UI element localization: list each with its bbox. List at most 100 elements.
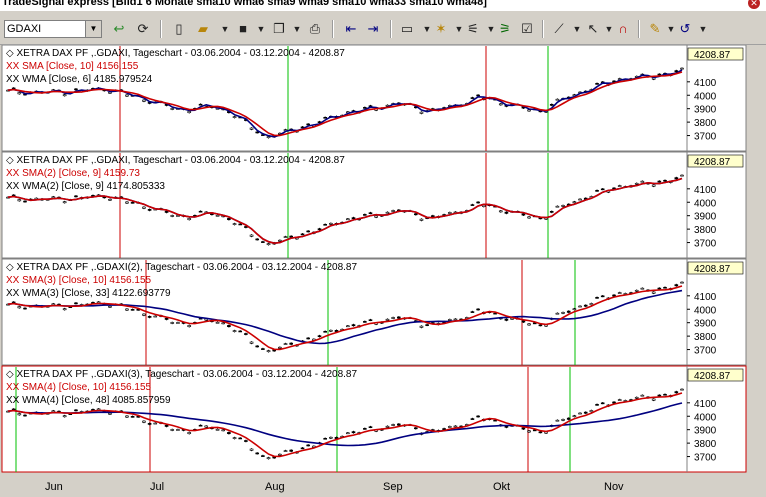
new-document-icon[interactable]: ▯	[175, 21, 183, 36]
candle-body	[164, 424, 169, 427]
symbol-combobox[interactable]: ▼	[4, 20, 102, 38]
indicator-icon[interactable]: ✶	[435, 21, 447, 36]
panel-header: ◇ XETRA DAX PF ,.GDAXI(3), Tageschart - …	[6, 369, 357, 380]
candle-body	[538, 324, 543, 327]
candle-body	[527, 216, 531, 219]
properties-icon[interactable]: ☑	[521, 21, 533, 36]
save-icon[interactable]: ■	[239, 21, 247, 36]
draw-line-icon[interactable]: ⟋	[554, 21, 564, 36]
chevron-down-icon[interactable]: ▼	[572, 24, 582, 34]
copy-icon[interactable]: ❐	[273, 21, 285, 36]
candle-body	[108, 412, 112, 415]
candle-body	[329, 222, 333, 225]
candle-body	[125, 415, 129, 418]
candle-body	[572, 308, 577, 311]
candle-body	[261, 348, 265, 350]
close-icon[interactable]: ✕	[748, 0, 760, 9]
candle-body	[147, 423, 152, 425]
chart-panel-1[interactable]: ◇ XETRA DAX PF ,.GDAXI, Tageschart - 03.…	[1, 45, 747, 152]
candle-body	[249, 341, 254, 344]
candle-body	[680, 281, 684, 284]
chevron-down-icon[interactable]: ▼	[256, 24, 266, 34]
print-icon[interactable]: ⎙	[309, 21, 321, 36]
strategy-icon[interactable]: ⚟	[467, 21, 479, 36]
candle-body	[170, 108, 175, 110]
candle-body	[142, 206, 146, 209]
refresh-icon[interactable]: ⟳	[137, 21, 149, 36]
candle-body	[578, 412, 582, 415]
candle-body	[453, 425, 458, 428]
candle-body	[306, 230, 310, 233]
candle-body	[142, 313, 146, 316]
chart-panel-2[interactable]: ◇ XETRA DAX PF ,.GDAXI, Tageschart - 03.…	[1, 151, 747, 259]
time-axis: Jun Jul Aug Sep Okt Nov	[0, 477, 766, 497]
open-folder-icon[interactable]: ▰	[198, 21, 208, 36]
candle-body	[504, 318, 509, 321]
candle-body	[266, 457, 271, 460]
candle-body	[62, 201, 67, 204]
candle-body	[657, 73, 662, 76]
chevron-down-icon[interactable]: ▼	[454, 24, 464, 34]
last-price-badge	[687, 47, 744, 61]
next-chart-icon[interactable]: ⇥	[367, 21, 379, 36]
candle-body	[74, 409, 78, 412]
candle-body	[147, 316, 152, 318]
symbol-input[interactable]	[7, 22, 85, 36]
back-arrow-icon[interactable]: ↩	[113, 21, 125, 36]
chevron-down-icon[interactable]: ▼	[698, 24, 708, 34]
candle-body	[329, 329, 333, 332]
previous-chart-icon[interactable]: ⇤	[345, 21, 357, 36]
candle-body	[125, 201, 129, 204]
price-tick-label: 3800	[694, 439, 717, 450]
candle-body	[555, 419, 560, 422]
candle-body	[447, 426, 452, 428]
candle-body	[447, 212, 452, 214]
panel-header: ◇ XETRA DAX PF ,.GDAXI(2), Tageschart - …	[6, 262, 357, 273]
notes-icon[interactable]: ✎	[649, 21, 661, 36]
candle-body	[62, 94, 67, 97]
candle-body	[238, 330, 243, 333]
candle-body	[374, 215, 378, 218]
month-label: Aug	[265, 481, 285, 493]
candle-body	[363, 321, 367, 323]
candle-body	[300, 447, 305, 450]
candle-body	[583, 411, 588, 414]
magnet-icon[interactable]: ∩	[618, 21, 628, 36]
candle-body	[227, 218, 231, 221]
wma-label: XX WMA(3) [Close, 33] 4122.693779	[6, 288, 171, 299]
candle-body	[595, 404, 599, 406]
candle-body	[527, 430, 531, 433]
chart-area[interactable]: ◇ XETRA DAX PF ,.GDAXI, Tageschart - 03.…	[0, 45, 766, 477]
last-price-badge	[687, 154, 744, 168]
chevron-down-icon[interactable]: ▼	[666, 24, 676, 34]
chart-panel-4[interactable]: ◇ XETRA DAX PF ,.GDAXI(3), Tageschart - …	[1, 365, 747, 473]
candle-body	[108, 91, 112, 94]
toolbar-separator	[160, 20, 162, 38]
candle-body	[572, 201, 577, 204]
candle-body	[346, 218, 350, 221]
candle-body	[413, 427, 418, 430]
chevron-down-icon[interactable]: ▼	[422, 24, 432, 34]
undo-icon[interactable]: ↺	[679, 21, 691, 36]
candle-body	[651, 291, 656, 294]
price-tick-label: 3700	[694, 453, 717, 464]
candle-body	[142, 99, 146, 102]
candle-body	[425, 324, 429, 326]
chevron-down-icon[interactable]: ▼	[604, 24, 614, 34]
chevron-down-icon[interactable]: ▼	[220, 24, 230, 34]
candle-body	[447, 319, 452, 321]
chevron-down-icon[interactable]: ▼	[292, 24, 302, 34]
chevron-down-icon[interactable]: ▼	[85, 21, 101, 37]
chart-window-icon[interactable]: ▭	[400, 21, 414, 36]
chevron-down-icon[interactable]: ▼	[486, 24, 496, 34]
last-price-label: 4208.87	[694, 157, 731, 168]
candle-body	[680, 67, 684, 70]
candle-body	[215, 214, 220, 217]
candle-body	[617, 185, 622, 187]
scanner-icon[interactable]: ⚞	[499, 21, 511, 36]
price-tick-label: 3800	[694, 332, 717, 343]
cursor-icon[interactable]: ↖	[587, 21, 599, 36]
chart-panel-3[interactable]: ◇ XETRA DAX PF ,.GDAXI(2), Tageschart - …	[1, 258, 747, 366]
sma-line	[7, 177, 683, 245]
candle-body	[612, 294, 616, 297]
